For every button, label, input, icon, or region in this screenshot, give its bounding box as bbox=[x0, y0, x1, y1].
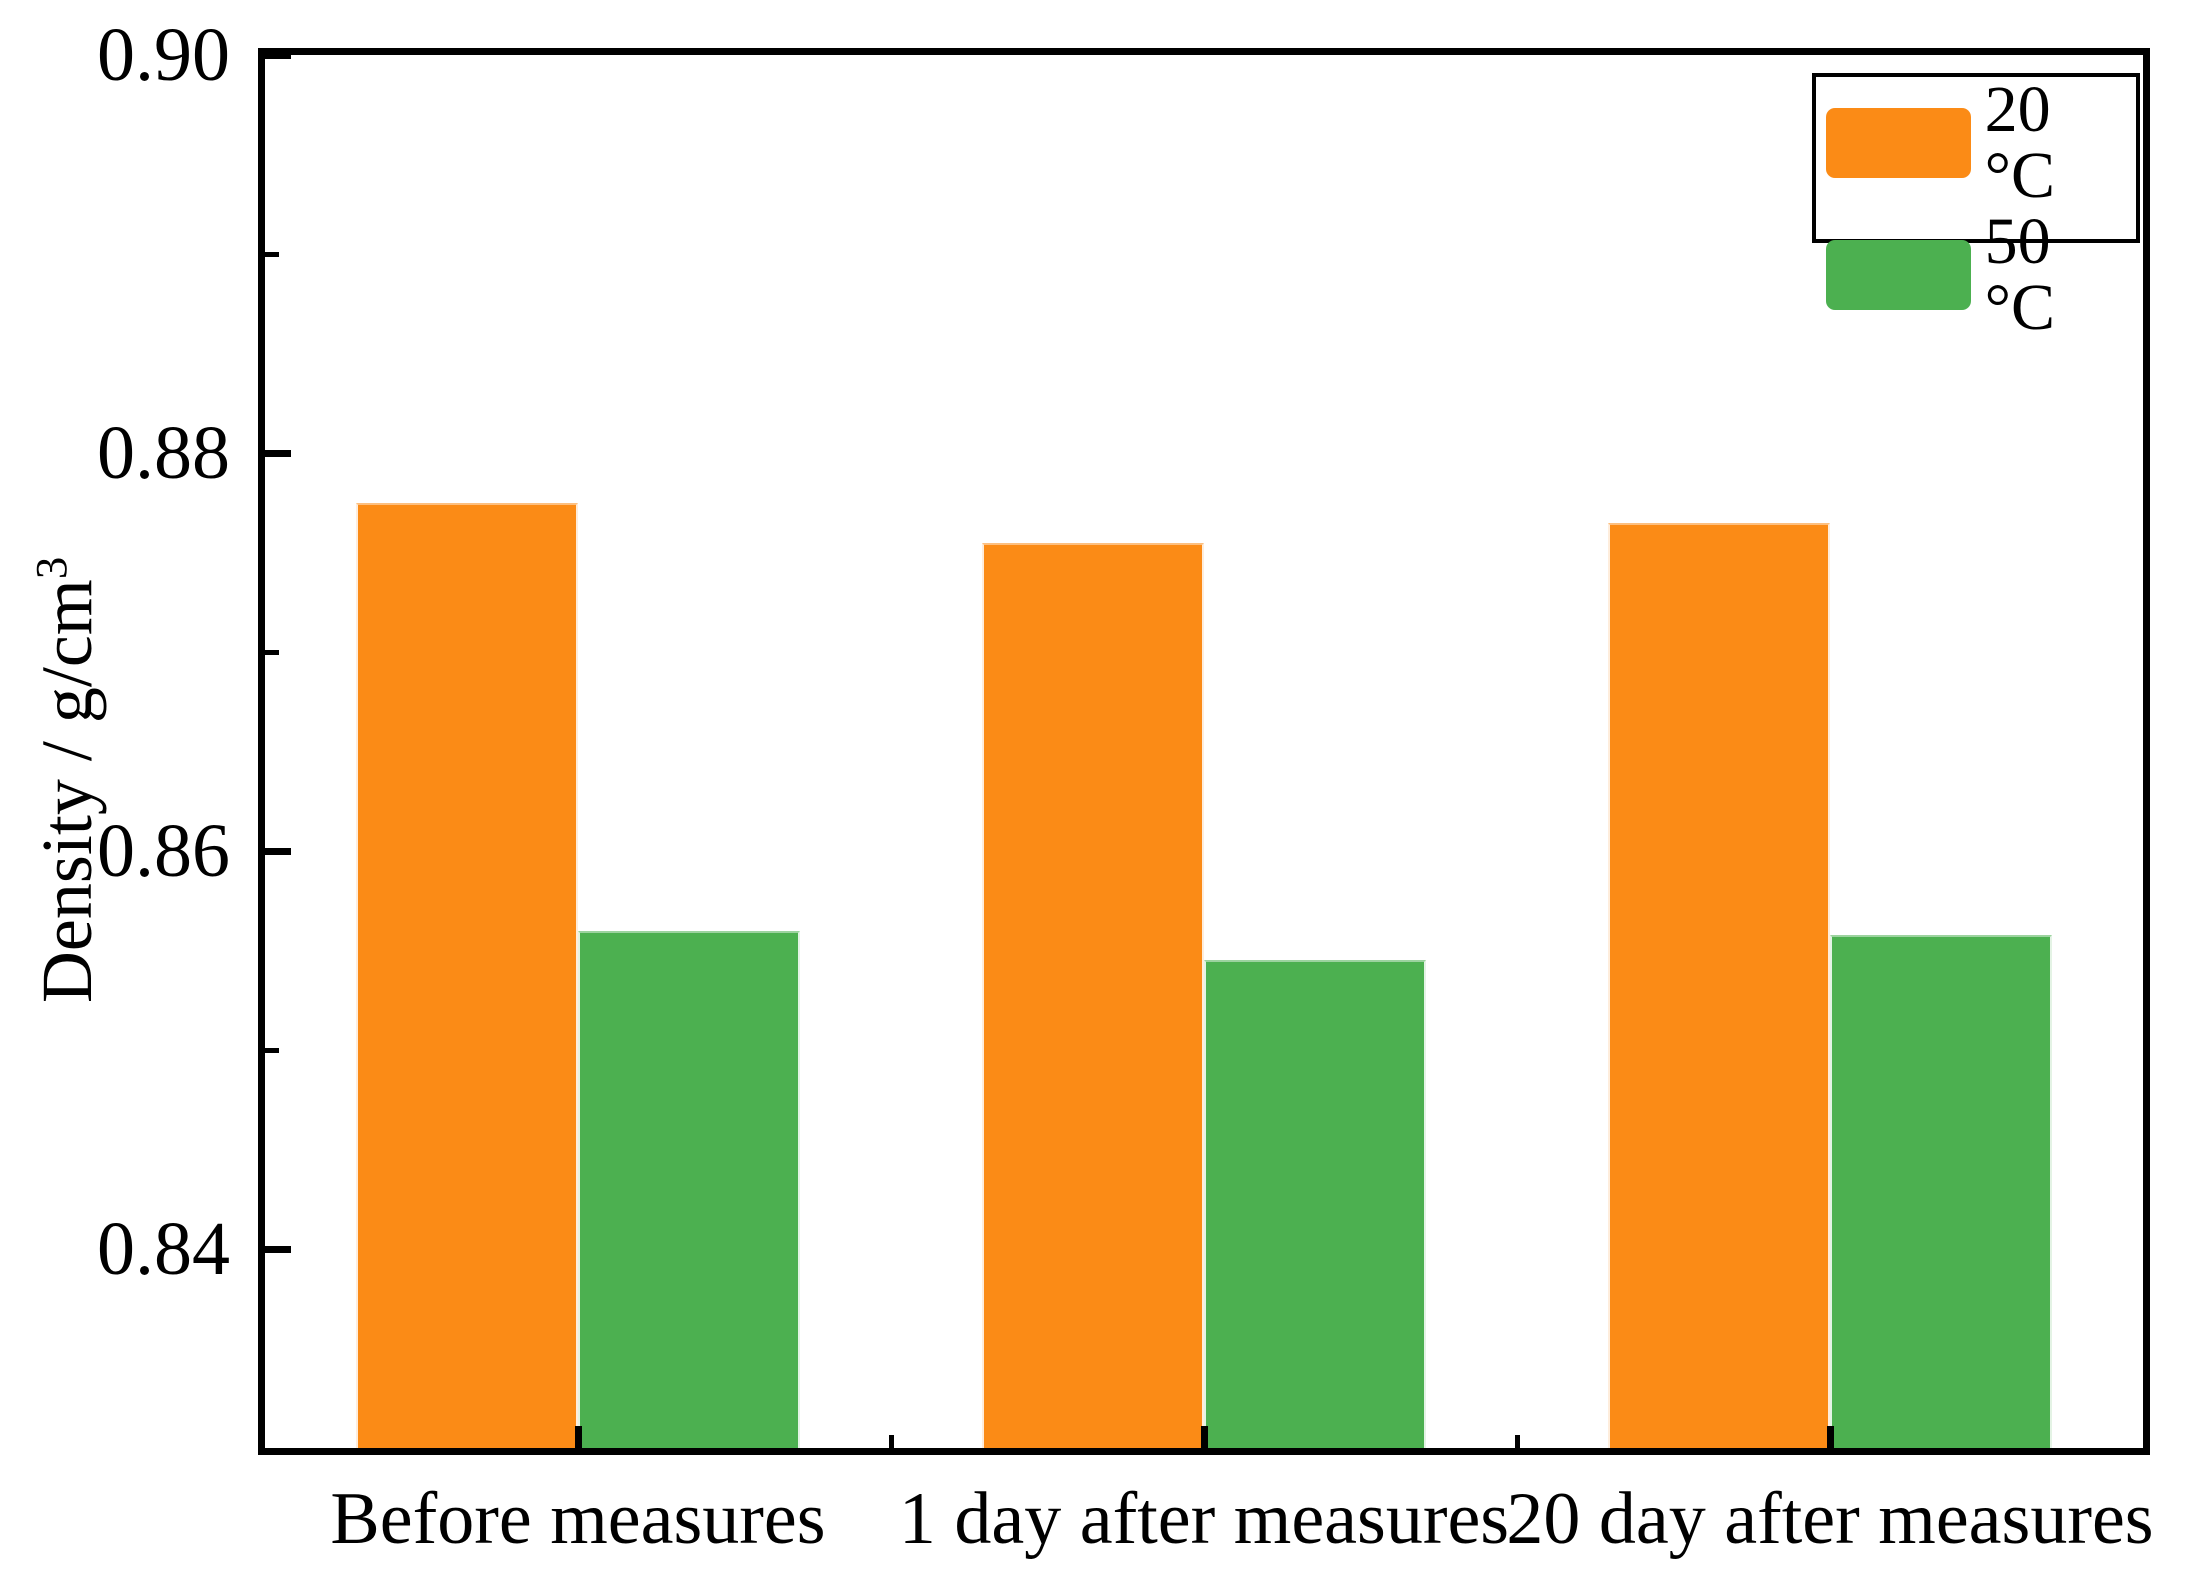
x-major-tick bbox=[1200, 1426, 1208, 1448]
legend: 20 °C 50 °C bbox=[1812, 73, 2140, 341]
y-minor-tick bbox=[265, 251, 279, 257]
y-tick-label: 0.90 bbox=[97, 13, 230, 97]
y-axis-title: Density / g/cm3 bbox=[26, 556, 107, 1003]
legend-row-50-c: 50 °C bbox=[1816, 209, 2136, 341]
legend-label-50-c: 50 °C bbox=[1984, 205, 2055, 344]
x-minor-tick bbox=[888, 1435, 894, 1448]
x-major-tick bbox=[574, 1426, 582, 1448]
legend-swatch-20-c bbox=[1826, 108, 1971, 178]
bar-20-c-20-day-after-measures bbox=[1608, 522, 1830, 1448]
bar-50-c-1-day-after-measures bbox=[1204, 960, 1426, 1448]
y-tick-label: 0.88 bbox=[97, 411, 230, 495]
legend-row-20-c: 20 °C bbox=[1816, 77, 2136, 209]
y-tick-label: 0.86 bbox=[97, 809, 230, 893]
bar-20-c-before-measures bbox=[356, 502, 578, 1448]
y-minor-tick bbox=[265, 649, 279, 655]
y-major-tick bbox=[265, 449, 291, 457]
bar-20-c-1-day-after-measures bbox=[982, 542, 1204, 1448]
x-category-label-before-measures: Before measures bbox=[330, 1478, 826, 1560]
y-major-tick bbox=[265, 51, 291, 59]
x-category-label-20-day-after-measures: 20 day after measures bbox=[1506, 1478, 2154, 1560]
y-major-tick bbox=[265, 847, 291, 855]
x-category-label-1-day-after-measures: 1 day after measures bbox=[898, 1478, 1510, 1560]
y-axis-title-exponent: 3 bbox=[26, 556, 76, 580]
y-tick-label: 0.84 bbox=[97, 1207, 230, 1291]
legend-swatch-50-c bbox=[1826, 240, 1971, 310]
bar-50-c-20-day-after-measures bbox=[1830, 934, 2052, 1448]
legend-label-20-c: 20 °C bbox=[1984, 73, 2055, 212]
y-minor-tick bbox=[265, 1047, 279, 1053]
y-axis-title-text: Density / g/cm bbox=[27, 579, 107, 1004]
y-major-tick bbox=[265, 1245, 291, 1253]
x-major-tick bbox=[1826, 1426, 1834, 1448]
x-minor-tick bbox=[1514, 1435, 1520, 1448]
bar-50-c-before-measures bbox=[578, 930, 800, 1448]
